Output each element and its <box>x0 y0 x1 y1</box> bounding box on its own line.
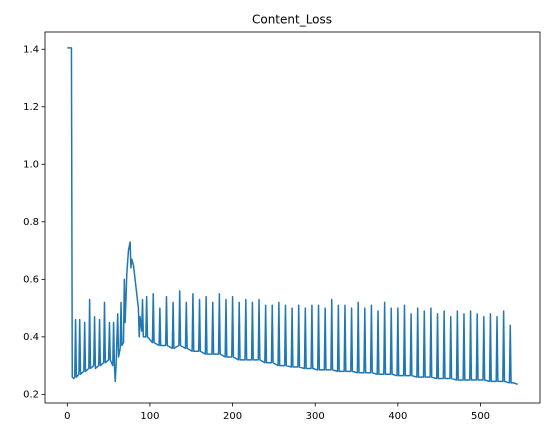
y-tick-label: 0.8 <box>23 217 39 228</box>
plot-frame <box>44 31 541 404</box>
y-tick-label: 1.2 <box>23 102 39 113</box>
x-tick-label: 100 <box>140 411 159 422</box>
x-tick-label: 400 <box>388 411 407 422</box>
y-tick-label: 0.4 <box>23 332 39 343</box>
y-tick-label: 0.6 <box>23 274 39 285</box>
chart-title: Content_Loss <box>252 13 332 27</box>
y-tick-label: 1.0 <box>23 159 39 170</box>
x-tick-label: 200 <box>223 411 242 422</box>
y-tick-label: 1.4 <box>23 44 39 55</box>
x-tick-label: 500 <box>471 411 490 422</box>
x-tick-label: 300 <box>306 411 325 422</box>
y-tick-label: 0.2 <box>23 389 39 400</box>
x-tick-label: 0 <box>64 411 70 422</box>
line <box>67 47 518 386</box>
